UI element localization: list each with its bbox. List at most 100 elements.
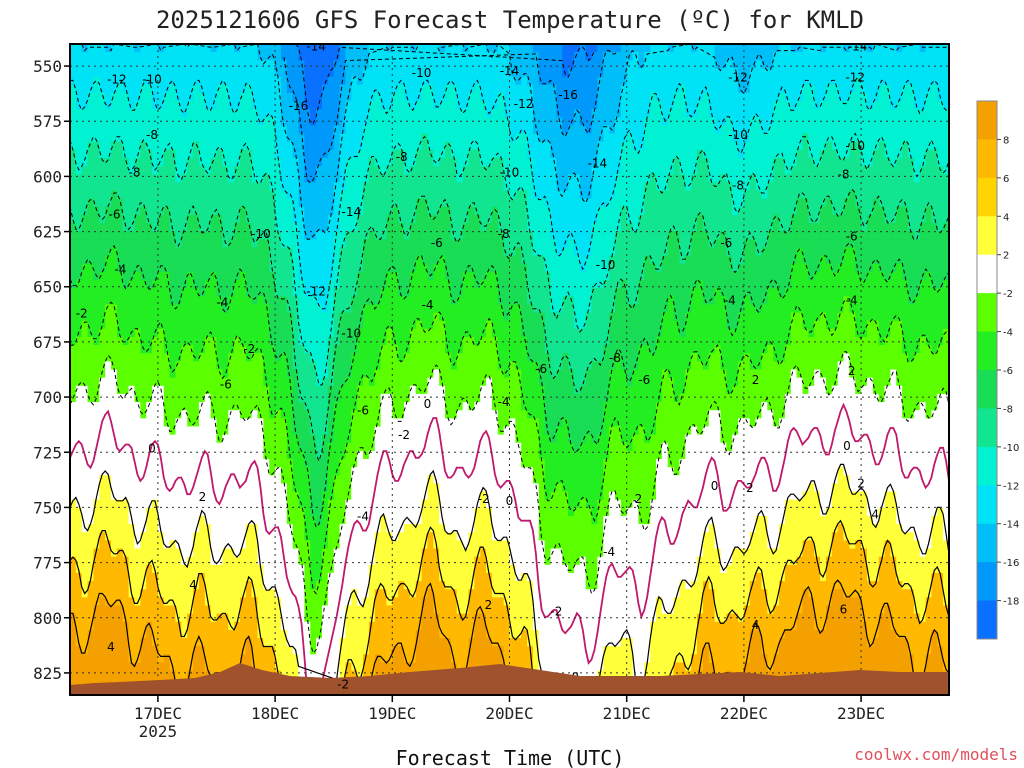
temp-cell [187,328,194,338]
temp-cell [163,44,171,53]
temp-cell [292,84,300,94]
temp-cell [263,60,270,70]
temp-cell [216,206,223,216]
temp-cell [333,499,341,509]
temp-cell [181,499,188,509]
temp-cell [404,524,411,533]
temp-cell [251,410,259,419]
temp-cell [175,670,182,680]
temp-cell [333,459,341,468]
temp-cell [316,174,323,183]
temp-cell [134,402,141,411]
temp-cell [216,271,223,281]
temp-cell [193,206,200,216]
temp-cell [70,214,77,224]
temp-cell [228,60,235,70]
temp-cell [357,670,364,680]
temp-cell [111,393,118,403]
temp-cell [374,426,382,436]
temp-cell [368,654,376,664]
temp-cell [310,621,317,631]
temp-cell [415,483,423,493]
temp-cell [122,60,130,70]
temp-cell [152,68,159,78]
temp-cell [152,141,159,151]
temp-cell [333,589,341,598]
temp-cell [357,613,364,623]
temp-cell [146,198,153,208]
temp-cell [81,361,89,371]
temp-cell [70,515,77,525]
temp-cell [93,605,100,615]
temp-cell [280,247,288,257]
temp-cell [181,125,188,135]
temp-cell [93,157,100,167]
temp-cell [275,442,282,452]
temp-cell [357,166,364,175]
temp-cell [321,540,329,550]
temp-cell [304,361,311,371]
temp-cell [357,524,364,533]
temp-cell [357,532,364,541]
temp-cell [351,646,358,655]
temp-cell [304,646,311,655]
temp-cell [298,459,305,468]
temp-cell [128,149,136,159]
temp-cell [327,410,335,419]
temp-cell [198,564,206,574]
temp-cell [357,223,364,232]
temp-cell [363,223,370,232]
temp-cell [292,450,300,460]
temp-cell [257,190,264,200]
temp-cell [111,76,118,86]
temp-cell [116,556,124,566]
temp-cell [99,483,106,493]
temp-cell [409,532,417,541]
temp-cell [251,434,259,444]
temp-cell [234,100,241,110]
temp-cell [128,662,136,672]
temp-cell [128,100,136,110]
temp-cell [280,304,288,314]
temp-cell [198,434,206,444]
temp-cell [116,100,124,110]
temp-cell [316,279,323,289]
temp-cell [421,515,429,525]
temp-cell [210,654,218,664]
temp-cell [169,491,177,501]
temp-cell [198,548,206,558]
temp-cell [404,654,411,664]
temp-cell [263,125,270,135]
temp-cell [75,157,83,167]
temp-cell [228,320,235,330]
temp-cell [210,499,218,509]
temp-cell [368,483,376,493]
temp-cell [245,442,253,452]
temp-cell [87,223,95,232]
temp-cell [421,361,429,371]
temp-cell [310,60,317,70]
temp-cell [210,410,218,419]
temp-cell [193,385,200,395]
temp-cell [263,239,270,249]
temp-cell [251,638,259,647]
temp-cell [357,68,364,78]
temp-cell [169,157,177,167]
temp-cell [216,426,223,436]
temp-cell [111,320,118,330]
temp-cell [204,149,212,159]
temp-cell [427,507,434,517]
temp-cell [257,556,264,566]
temp-cell [345,459,352,468]
temp-cell [286,418,294,428]
temp-cell [404,190,411,200]
temp-cell [345,377,352,387]
temp-cell [81,540,89,550]
temp-cell [222,540,229,550]
temp-cell [351,393,358,403]
temp-cell [304,271,311,281]
temp-cell [351,369,358,379]
temp-cell [298,320,305,330]
temp-cell [75,450,83,460]
temp-cell [157,84,165,94]
